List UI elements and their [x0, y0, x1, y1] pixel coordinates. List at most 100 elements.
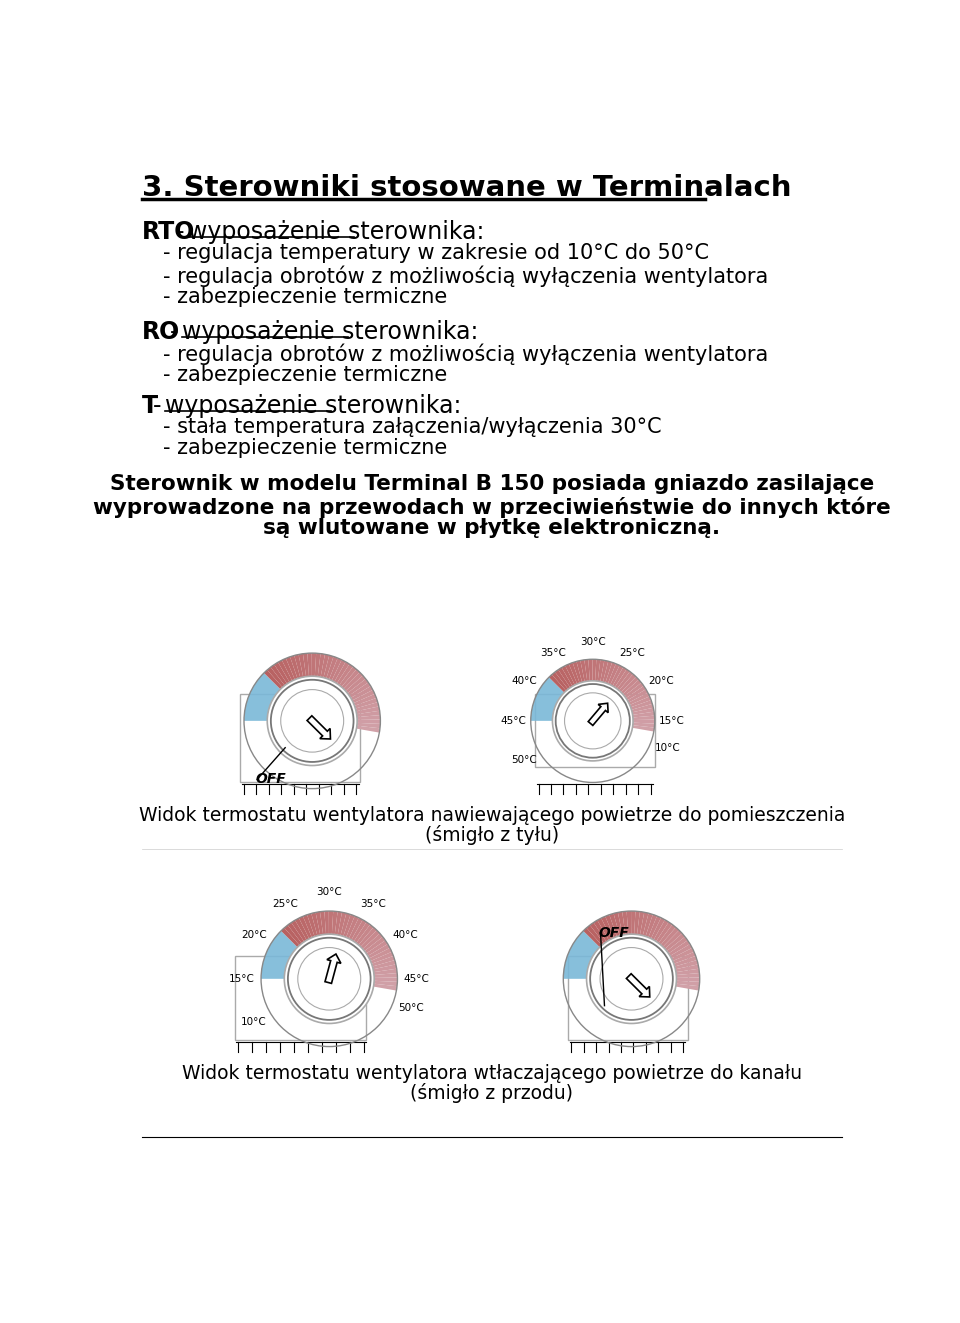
Polygon shape — [632, 708, 654, 714]
Polygon shape — [633, 716, 655, 720]
Polygon shape — [564, 931, 600, 979]
Polygon shape — [622, 912, 628, 934]
Polygon shape — [633, 722, 655, 728]
Polygon shape — [588, 704, 608, 725]
Polygon shape — [676, 964, 699, 972]
Polygon shape — [555, 669, 570, 689]
Text: 10°C: 10°C — [655, 742, 681, 753]
Polygon shape — [585, 659, 589, 681]
Circle shape — [271, 680, 353, 762]
Circle shape — [288, 938, 371, 1020]
Polygon shape — [357, 716, 380, 720]
Polygon shape — [565, 664, 577, 685]
Polygon shape — [371, 951, 394, 963]
Polygon shape — [608, 664, 619, 685]
Text: - regulacja obrotów z możliwością wyłączenia wentylatora: - regulacja obrotów z możliwością wyłącz… — [162, 265, 768, 287]
Circle shape — [280, 689, 344, 751]
Polygon shape — [601, 917, 614, 939]
Polygon shape — [612, 667, 627, 688]
Text: - regulacja temperatury w zakresie od 10°C do 50°C: - regulacja temperatury w zakresie od 10… — [162, 243, 708, 263]
Text: RTO: RTO — [142, 221, 195, 245]
Text: wyposażenie sterownika:: wyposażenie sterownika: — [182, 320, 478, 344]
Text: 50°C: 50°C — [511, 755, 537, 765]
Polygon shape — [673, 951, 696, 963]
Polygon shape — [312, 654, 316, 676]
Polygon shape — [374, 972, 397, 978]
Polygon shape — [303, 654, 309, 676]
Polygon shape — [627, 689, 648, 703]
Text: -: - — [176, 221, 192, 245]
Polygon shape — [671, 947, 694, 960]
Polygon shape — [244, 673, 280, 721]
Polygon shape — [676, 968, 700, 975]
Polygon shape — [581, 660, 588, 681]
Text: - zabezpieczenie termiczne: - zabezpieczenie termiczne — [162, 287, 446, 307]
Text: wyposażenie sterownika:: wyposażenie sterownika: — [165, 394, 462, 418]
Polygon shape — [354, 922, 371, 943]
Polygon shape — [668, 941, 690, 957]
Polygon shape — [348, 918, 363, 939]
Polygon shape — [674, 957, 697, 967]
Polygon shape — [613, 913, 622, 935]
Polygon shape — [335, 912, 342, 935]
Bar — [568, 955, 688, 1040]
Polygon shape — [631, 912, 636, 934]
Polygon shape — [367, 941, 388, 957]
Text: 25°C: 25°C — [273, 898, 299, 909]
Polygon shape — [611, 665, 623, 685]
Polygon shape — [337, 664, 353, 685]
Text: RO: RO — [142, 320, 180, 344]
Polygon shape — [261, 931, 298, 979]
Circle shape — [298, 947, 361, 1009]
Polygon shape — [324, 912, 329, 934]
Text: 15°C: 15°C — [660, 716, 685, 726]
Text: 45°C: 45°C — [403, 974, 429, 984]
Polygon shape — [339, 667, 356, 687]
Polygon shape — [677, 978, 700, 982]
Polygon shape — [358, 927, 377, 947]
Polygon shape — [361, 930, 380, 949]
Polygon shape — [291, 921, 306, 942]
Polygon shape — [595, 659, 600, 681]
Polygon shape — [569, 663, 580, 684]
Polygon shape — [299, 917, 312, 939]
Polygon shape — [645, 914, 657, 938]
Polygon shape — [318, 654, 324, 677]
Polygon shape — [346, 676, 366, 693]
Text: Widok termostatu wentylatora nawiewającego powietrze do pomieszczenia: Widok termostatu wentylatora nawiewające… — [139, 806, 845, 824]
Polygon shape — [676, 980, 700, 986]
Polygon shape — [351, 919, 367, 942]
Polygon shape — [281, 927, 300, 947]
Text: 15°C: 15°C — [229, 974, 255, 984]
Text: Sterownik w modelu Terminal B 150 posiada gniazdo zasilające: Sterownik w modelu Terminal B 150 posiad… — [109, 475, 875, 495]
Polygon shape — [630, 696, 651, 708]
Polygon shape — [354, 699, 377, 709]
Polygon shape — [558, 668, 572, 688]
Bar — [535, 693, 655, 767]
Text: wyposażenie sterownika:: wyposażenie sterownika: — [188, 221, 485, 245]
Polygon shape — [600, 660, 609, 683]
Polygon shape — [344, 914, 354, 938]
Polygon shape — [659, 925, 676, 945]
Polygon shape — [656, 922, 672, 943]
Polygon shape — [531, 677, 564, 721]
Text: 20°C: 20°C — [649, 676, 674, 687]
Polygon shape — [331, 660, 346, 681]
Polygon shape — [352, 689, 374, 703]
Polygon shape — [315, 654, 321, 676]
Text: 10°C: 10°C — [241, 1017, 267, 1027]
Polygon shape — [632, 704, 654, 712]
Polygon shape — [278, 660, 292, 683]
Polygon shape — [326, 656, 338, 680]
Polygon shape — [282, 659, 295, 681]
Polygon shape — [372, 957, 395, 967]
Polygon shape — [576, 660, 585, 683]
Polygon shape — [325, 954, 341, 983]
Polygon shape — [374, 978, 397, 982]
Text: 3. Sterowniki stosowane w Terminalach: 3. Sterowniki stosowane w Terminalach — [142, 175, 791, 202]
Text: 45°C: 45°C — [500, 716, 526, 726]
Polygon shape — [614, 669, 630, 689]
Polygon shape — [357, 722, 380, 728]
Polygon shape — [307, 716, 330, 740]
Polygon shape — [676, 984, 699, 991]
